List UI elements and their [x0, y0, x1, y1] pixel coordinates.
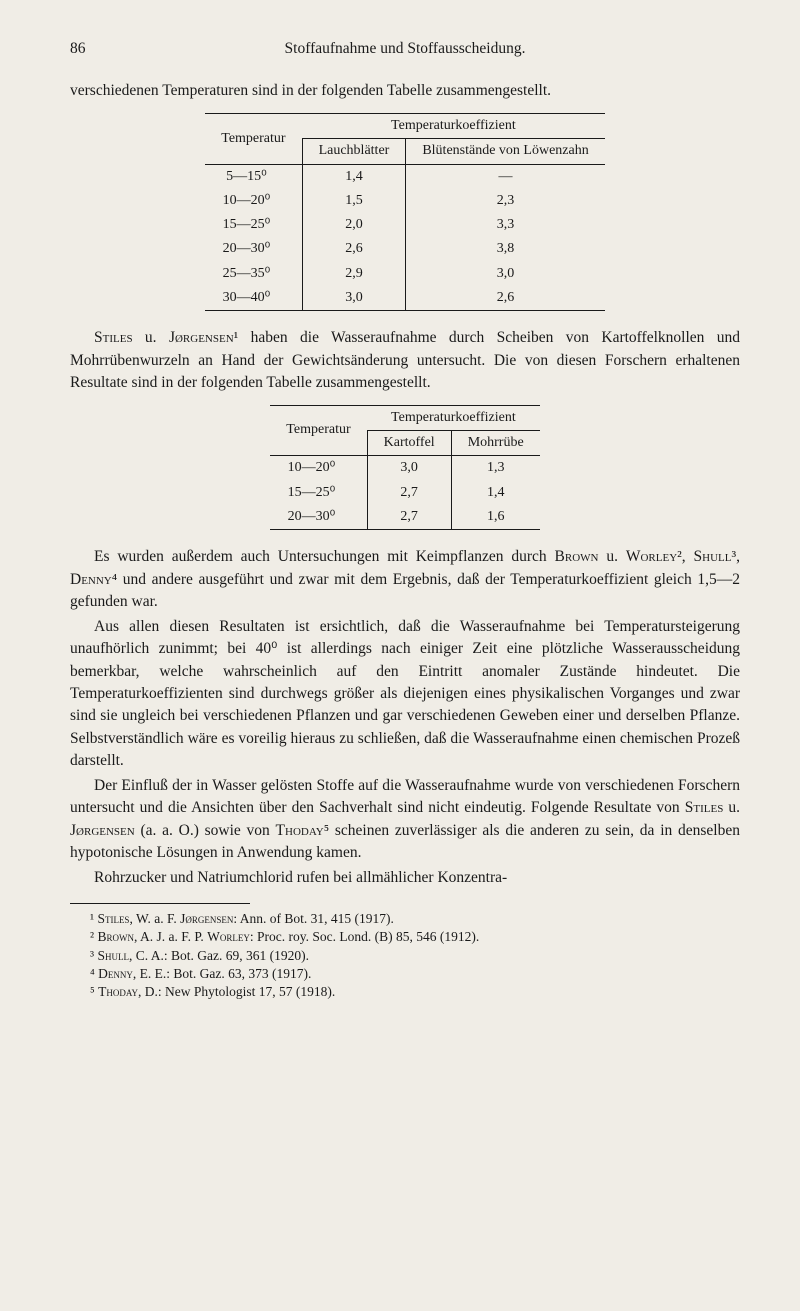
- paragraph-2: Es wurden außerdem auch Untersuchungen m…: [70, 546, 740, 613]
- table-row: 20—30⁰2,63,8: [205, 237, 604, 261]
- table1-temp-header: Temperatur: [205, 113, 302, 164]
- table-row: 30—40⁰3,02,6: [205, 286, 604, 311]
- table2-kartoffel-header: Kartoffel: [367, 431, 451, 456]
- table1-coeff-header: Temperaturkoeffizient: [302, 113, 605, 138]
- footnote-3: ³ Shull, C. A.: Bot. Gaz. 69, 361 (1920)…: [70, 947, 740, 965]
- table-2: Temperatur Temperaturkoeffizient Kartoff…: [270, 405, 539, 530]
- footnote-5: ⁵ Thoday, D.: New Phytologist 17, 57 (19…: [70, 983, 740, 1001]
- table-row: 15—25⁰2,03,3: [205, 213, 604, 237]
- footnote-4: ⁴ Denny, E. E.: Bot. Gaz. 63, 373 (1917)…: [70, 965, 740, 983]
- intro-paragraph: verschiedenen Temperaturen sind in der f…: [70, 80, 740, 102]
- footnotes: ¹ Stiles, W. a. F. Jørgensen: Ann. of Bo…: [70, 910, 740, 1001]
- paragraph-5: Rohrzucker und Natriumchlorid rufen bei …: [70, 867, 740, 889]
- footnote-1: ¹ Stiles, W. a. F. Jørgensen: Ann. of Bo…: [70, 910, 740, 928]
- page-number: 86: [70, 38, 86, 60]
- paragraph-3: Aus allen diesen Resultaten ist ersichtl…: [70, 616, 740, 773]
- table-row: 15—25⁰2,71,4: [270, 481, 539, 505]
- header-title: Stoffaufnahme und Stoffausscheidung.: [285, 38, 526, 60]
- footnote-2: ² Brown, A. J. a. F. P. Worley: Proc. ro…: [70, 928, 740, 946]
- table1-lauch-header: Lauchblätter: [302, 139, 406, 164]
- table-1: Temperatur Temperaturkoeffizient Lauchbl…: [205, 113, 604, 311]
- table2-mohr-header: Mohrrübe: [451, 431, 540, 456]
- table-row: 10—20⁰1,52,3: [205, 189, 604, 213]
- paragraph-1: Stiles u. Jørgensen¹ haben die Wasserauf…: [70, 327, 740, 394]
- table-row: 20—30⁰2,71,6: [270, 505, 539, 530]
- table-row: 10—20⁰3,01,3: [270, 456, 539, 481]
- page-header: 86 Stoffaufnahme und Stoffausscheidung.: [70, 38, 740, 60]
- table-row: 5—15⁰1,4—: [205, 164, 604, 189]
- table-row: 25—35⁰2,93,0: [205, 262, 604, 286]
- footnote-rule: [70, 903, 250, 904]
- table1-bluten-header: Blütenstände von Löwenzahn: [406, 139, 605, 164]
- table2-temp-header: Temperatur: [270, 405, 367, 456]
- table2-coeff-header: Temperaturkoeffizient: [367, 405, 540, 430]
- paragraph-4: Der Einfluß der in Wasser gelösten Stoff…: [70, 775, 740, 865]
